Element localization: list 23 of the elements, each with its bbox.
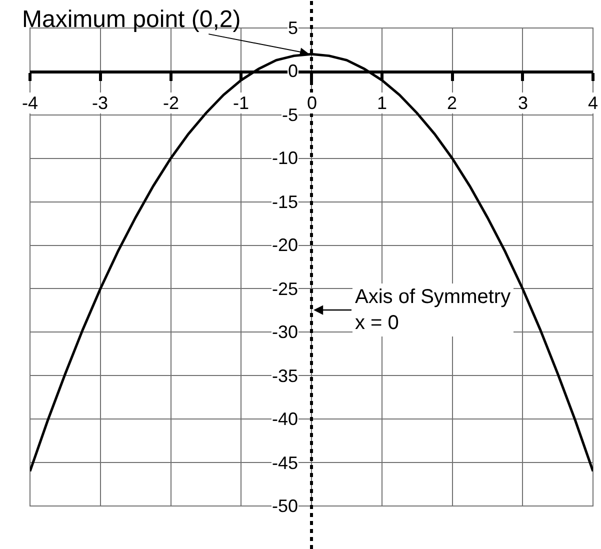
y-tick-label: -50 — [272, 496, 298, 516]
y-tick-label: -45 — [272, 453, 298, 473]
y-tick-label: -5 — [282, 105, 298, 125]
x-tick-label: -2 — [163, 93, 180, 113]
y-tick-label: -20 — [272, 235, 298, 255]
y-tick-label: -30 — [272, 322, 298, 342]
annotation: Maximum point (0,2) — [22, 6, 241, 33]
x-tick-label: -4 — [22, 93, 38, 113]
x-tick-label: -3 — [92, 93, 108, 113]
y-tick-label: -15 — [272, 192, 298, 212]
y-tick-label: 0 — [288, 61, 298, 81]
x-tick-label: -1 — [233, 93, 250, 113]
x-tick-label: 1 — [377, 93, 388, 113]
y-tick-label: 5 — [288, 18, 298, 38]
x-tick-label: 4 — [588, 93, 598, 113]
ref-line-label: Axis of Symmetry x = 0 — [355, 286, 511, 334]
y-tick-label: -40 — [272, 409, 298, 429]
x-tick-label: 3 — [518, 93, 528, 113]
x-tick-label: 0 — [307, 93, 318, 113]
y-tick-label: -25 — [272, 279, 298, 299]
y-tick-label: -10 — [272, 148, 298, 168]
y-tick-label: -35 — [272, 366, 298, 386]
x-tick-label: 2 — [447, 93, 458, 113]
